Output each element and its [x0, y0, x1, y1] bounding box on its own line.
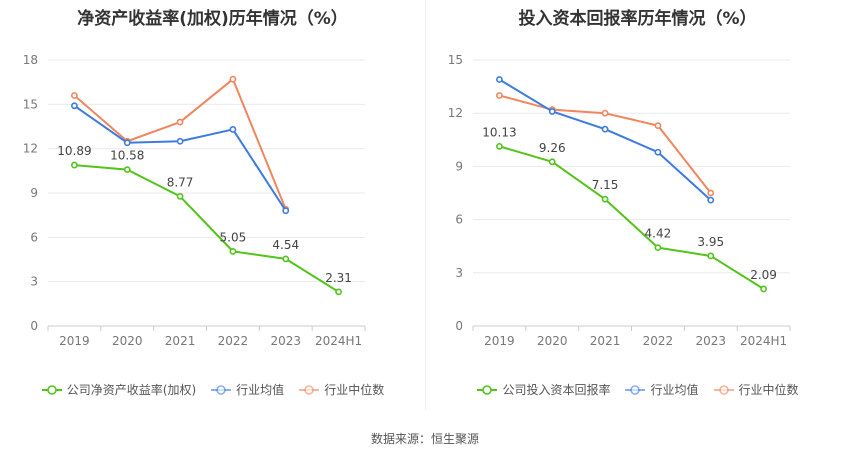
data-point — [496, 142, 503, 150]
data-label: 10.89 — [57, 144, 91, 158]
legend-line-marker-icon — [41, 384, 62, 395]
x-tick-label: 2023 — [695, 334, 726, 348]
data-point — [71, 161, 78, 169]
data-point — [176, 118, 184, 126]
data-point — [229, 126, 237, 133]
legend-label: 行业均值 — [236, 383, 285, 397]
data-point — [654, 148, 662, 156]
data-point — [335, 288, 342, 296]
data-point — [123, 166, 131, 174]
data-point — [229, 247, 237, 255]
chart-legend: 公司净资产收益率(加权) 行业均值 行业中位数 — [0, 381, 425, 398]
chart-title: 投入资本回报率历年情况（%） — [518, 9, 757, 29]
data-point — [707, 189, 715, 197]
legend-line-marker-icon — [713, 384, 734, 395]
legend-item[interactable]: 公司净资产收益率(加权) — [41, 381, 196, 398]
legend-item[interactable]: 行业中位数 — [713, 381, 799, 398]
data-point — [71, 102, 78, 110]
legend-line-marker-icon — [625, 384, 646, 395]
data-label: 4.54 — [272, 238, 299, 252]
data-point — [601, 195, 609, 203]
x-tick-label: 2021 — [165, 334, 196, 348]
data-point — [282, 255, 290, 263]
x-tick-label: 2020 — [537, 334, 568, 348]
legend-line-marker-icon — [211, 384, 232, 395]
x-tick-label: 2019 — [484, 334, 515, 348]
data-label: 2.09 — [750, 268, 777, 282]
data-point — [760, 285, 767, 293]
y-tick-label: 0 — [30, 319, 38, 333]
legend-label: 行业中位数 — [738, 383, 799, 397]
series-line — [499, 145, 765, 290]
data-label: 3.95 — [697, 235, 724, 249]
series-line — [74, 164, 340, 293]
data-point — [654, 244, 662, 252]
data-point — [71, 92, 78, 99]
legend-line-marker-icon — [477, 384, 498, 395]
y-tick-label: 9 — [455, 159, 463, 173]
data-point — [496, 92, 503, 99]
data-point — [176, 137, 184, 145]
y-tick-label: 12 — [448, 106, 463, 120]
data-point — [707, 196, 715, 204]
y-tick-label: 18 — [23, 53, 38, 67]
data-point — [282, 207, 290, 215]
x-tick-label: 2020 — [112, 334, 143, 348]
x-tick-label: 2019 — [59, 334, 90, 348]
y-tick-label: 15 — [23, 97, 38, 111]
x-tick-label: 2022 — [218, 334, 249, 348]
y-tick-label: 3 — [30, 275, 38, 289]
data-label: 9.26 — [539, 141, 566, 155]
legend-label: 公司净资产收益率(加权) — [66, 383, 197, 397]
y-tick-label: 0 — [455, 319, 463, 333]
roe-line-chart: 0 3 6 9 12 15 18 2019 2020 2021 2022 2023 2024H1 10.8… — [23, 53, 366, 348]
x-tick-label: 2021 — [590, 334, 621, 348]
data-point — [654, 122, 662, 130]
y-tick-label: 6 — [30, 230, 38, 244]
x-tick-label: 2022 — [643, 334, 674, 348]
y-tick-label: 6 — [455, 213, 463, 227]
data-point — [601, 109, 609, 117]
data-label: 10.58 — [110, 149, 144, 163]
roic-chart-panel: 投入资本回报率历年情况（%） 0 3 6 9 12 15 2019 2020 2021 2022 2… — [425, 0, 850, 410]
legend-item[interactable]: 行业中位数 — [298, 381, 384, 398]
data-point — [229, 75, 237, 83]
data-point — [123, 139, 131, 147]
legend-item[interactable]: 行业均值 — [210, 381, 284, 398]
roe-chart-panel: 净资产收益率(加权)历年情况（%） 0 3 6 9 12 15 18 2019 2020 2021… — [0, 0, 425, 410]
y-tick-label: 12 — [23, 142, 38, 156]
data-point — [548, 108, 556, 115]
data-label: 7.15 — [592, 178, 619, 192]
legend-line-marker-icon — [299, 384, 320, 395]
data-point — [176, 192, 184, 200]
data-source-note: 数据来源：恒生聚源 — [370, 432, 479, 446]
data-point — [601, 125, 609, 133]
data-label: 2.31 — [325, 271, 352, 285]
y-tick-label: 3 — [455, 266, 463, 280]
legend-label: 行业均值 — [650, 383, 699, 397]
roic-line-chart: 0 3 6 9 12 15 2019 2020 2021 2022 2023 2024H1 10.13 9… — [448, 53, 791, 348]
data-point — [496, 76, 503, 83]
y-tick-label: 15 — [448, 53, 463, 67]
chart-title: 净资产收益率(加权)历年情况（%） — [77, 9, 348, 29]
data-point — [707, 252, 715, 260]
data-point — [548, 158, 556, 166]
panel-divider — [425, 0, 426, 410]
x-tick-label: 2024H1 — [315, 334, 362, 348]
legend-item[interactable]: 行业均值 — [624, 381, 699, 398]
data-label: 10.13 — [482, 125, 516, 139]
data-label: 4.42 — [645, 227, 672, 241]
data-label: 8.77 — [167, 175, 194, 189]
x-tick-label: 2023 — [270, 334, 301, 348]
legend-label: 行业中位数 — [324, 383, 385, 397]
legend-label: 公司投入资本回报率 — [502, 383, 611, 397]
y-tick-label: 9 — [30, 186, 38, 200]
data-label: 5.05 — [220, 230, 247, 244]
x-tick-label: 2024H1 — [740, 334, 787, 348]
chart-legend: 公司投入资本回报率 行业均值 行业中位数 — [425, 381, 850, 398]
legend-item[interactable]: 公司投入资本回报率 — [476, 381, 610, 398]
